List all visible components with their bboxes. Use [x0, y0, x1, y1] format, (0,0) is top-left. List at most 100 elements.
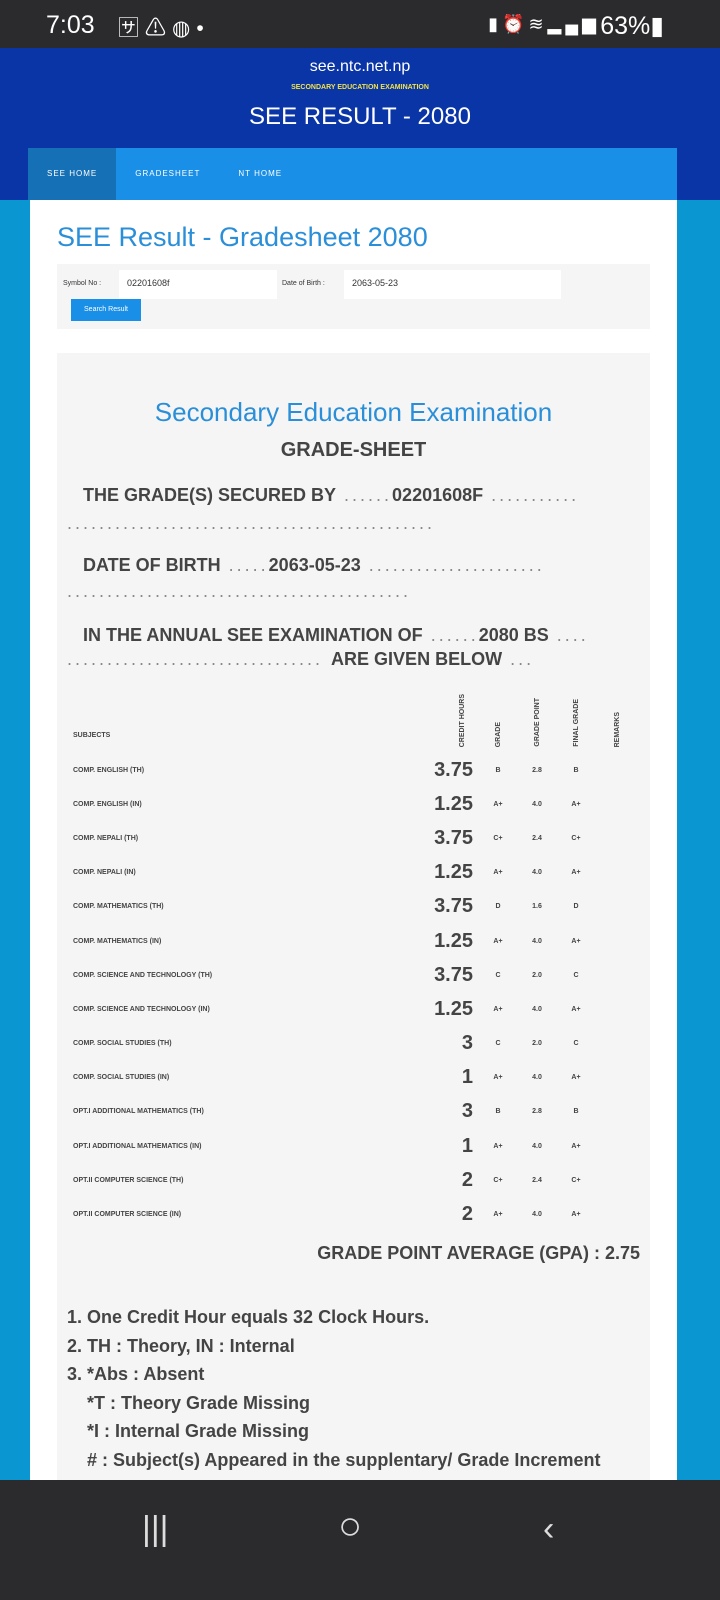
globe-icon: ◍ [172, 17, 197, 40]
remarks [595, 992, 639, 1026]
content-panel: SEE Result - Gradesheet 2080 Symbol No :… [30, 200, 677, 1498]
col-remarks: REMARKS [613, 711, 621, 747]
col-subjects: SUBJECTS [73, 732, 111, 739]
header-title: SEE RESULT - 2080 [249, 103, 471, 130]
exam-line: IN THE ANNUAL SEE EXAMINATION OF ......2… [83, 625, 589, 645]
grade: C [495, 971, 501, 979]
grade: A+ [493, 869, 503, 877]
grade: D [495, 903, 501, 911]
credit-hours: 1.25 [434, 861, 473, 884]
note: # : Subject(s) Appeared in the supplenta… [87, 1449, 601, 1470]
table-row: OPT.I ADDITIONAL MATHEMATICS (IN) 1 A+ 4.0 A… [69, 1129, 639, 1163]
back-icon[interactable]: ‹ [543, 1510, 555, 1548]
final-grade: A+ [571, 1074, 581, 1082]
grade: B [495, 1108, 501, 1116]
search-form: Symbol No : 02201608f Date of Birth : 20… [57, 264, 650, 329]
nav-see-home[interactable]: SEE HOME [28, 148, 117, 200]
subject: COMP. SCIENCE AND TECHNOLOGY (TH) [73, 971, 213, 979]
android-nav-bar: ||| ○ ‹ [0, 1480, 720, 1600]
subject: COMP. MATHEMATICS (TH) [73, 903, 164, 911]
grade-point: 2.8 [532, 1108, 542, 1116]
grade-point: 2.4 [532, 834, 542, 842]
remarks [595, 1095, 639, 1129]
grade: A+ [493, 1142, 503, 1150]
subject: COMP. ENGLISH (TH) [73, 766, 145, 774]
grade: A+ [493, 1211, 503, 1219]
status-bar: 7:03 🈂⚠◍• ▮⏰≋▂▄▆ 63%▮ [0, 0, 720, 48]
grade: B [495, 766, 501, 774]
dob-label: Date of Birth : [282, 280, 325, 287]
final-grade: A+ [571, 937, 581, 945]
subject: COMP. SCIENCE AND TECHNOLOGY (IN) [73, 1005, 210, 1013]
clock: 7:03 [46, 11, 95, 39]
dob-input[interactable]: 2063-05-23 [344, 270, 561, 299]
final-grade: C [573, 971, 579, 979]
remarks [595, 1027, 639, 1061]
subject: OPT.I ADDITIONAL MATHEMATICS (IN) [73, 1142, 202, 1150]
subject: COMP. ENGLISH (IN) [73, 800, 142, 808]
grade: A+ [493, 1005, 503, 1013]
translate-icon: 🈂 [118, 17, 145, 40]
table-row: COMP. SCIENCE AND TECHNOLOGY (IN) 1.25 A+ 4… [69, 992, 639, 1026]
note: 2. TH : Theory, IN : Internal [67, 1335, 295, 1356]
subject: OPT.II COMPUTER SCIENCE (TH) [73, 1176, 184, 1184]
warning-icon: ⚠ [145, 17, 172, 40]
secured-by-line: THE GRADE(S) SECURED BY ......02201608F … [83, 485, 580, 505]
subject: COMP. NEPALI (IN) [73, 869, 136, 877]
site-url: see.ntc.net.np [309, 58, 411, 75]
table-row: OPT.II COMPUTER SCIENCE (IN) 2 A+ 4.0 A+ [69, 1197, 639, 1231]
grade-point: 4.0 [532, 1074, 542, 1082]
grade-point: 1.6 [532, 903, 542, 911]
final-grade: B [573, 1108, 579, 1116]
table-row: COMP. SCIENCE AND TECHNOLOGY (TH) 3.75 C 2.… [69, 958, 639, 992]
table-row: COMP. MATHEMATICS (IN) 1.25 A+ 4.0 A+ [69, 924, 639, 958]
col-credit-hours: CREDIT HOURS [459, 693, 466, 747]
grade-point: 4.0 [532, 800, 542, 808]
final-grade: D [573, 903, 579, 911]
remarks [595, 1163, 639, 1197]
sheet-title: Secondary Education Examination [154, 397, 553, 427]
final-grade: B [573, 766, 579, 774]
grade: C+ [493, 834, 503, 842]
credit-hours: 3.75 [434, 963, 473, 986]
final-grade: A+ [571, 1142, 581, 1150]
col-grade: GRADE [494, 721, 502, 747]
dotted-line: ........................................… [67, 513, 436, 533]
subject: COMP. SOCIAL STUDIES (TH) [73, 1040, 172, 1048]
battery-level: 63%▮ [600, 12, 664, 40]
remarks [595, 924, 639, 958]
credit-hours: 3.75 [434, 895, 473, 918]
credit-hours: 1.25 [434, 792, 473, 815]
search-result-button[interactable]: Search Result [71, 299, 141, 321]
grade-point: 2.4 [532, 1176, 542, 1184]
notes: 1. One Credit Hour equals 32 Clock Hours… [67, 1303, 600, 1503]
grade: C [495, 1040, 501, 1048]
recent-apps-icon[interactable]: ||| [142, 1510, 169, 1548]
nav-nt-home[interactable]: NT HOME [238, 169, 283, 178]
dotted-line: ........................................… [67, 581, 412, 601]
home-icon[interactable]: ○ [338, 1504, 363, 1548]
subject: COMP. MATHEMATICS (IN) [73, 937, 162, 945]
table-row: COMP. NEPALI (IN) 1.25 A+ 4.0 A+ [69, 856, 639, 890]
grade-point: 4.0 [532, 1142, 542, 1150]
notification-icons: 🈂⚠◍• [118, 12, 210, 42]
credit-hours: 1 [461, 1134, 473, 1157]
alarm-icon: ⏰ [502, 14, 529, 34]
final-grade: C+ [571, 1176, 581, 1184]
note: *T : Theory Grade Missing [87, 1392, 311, 1413]
table-row: COMP. ENGLISH (TH) 3.75 B 2.8 B [69, 753, 639, 787]
credit-hours: 2 [461, 1203, 473, 1226]
nav-gradesheet[interactable]: GRADESHEET [135, 169, 201, 178]
symbol-input[interactable]: 02201608f [119, 270, 277, 299]
col-final-grade: FINAL GRADE [572, 699, 580, 747]
grade-point: 2.0 [532, 1040, 542, 1048]
credit-hours: 3 [461, 1100, 473, 1123]
table-row: COMP. SOCIAL STUDIES (TH) 3 C 2.0 C [69, 1027, 639, 1061]
grade-point: 4.0 [532, 869, 542, 877]
subject: OPT.I ADDITIONAL MATHEMATICS (TH) [73, 1108, 204, 1116]
remarks [595, 1129, 639, 1163]
credit-hours: 1 [461, 1066, 473, 1089]
table-row: COMP. ENGLISH (IN) 1.25 A+ 4.0 A+ [69, 787, 639, 821]
final-grade: A+ [571, 1211, 581, 1219]
battery-icon: ▮ [650, 12, 664, 40]
